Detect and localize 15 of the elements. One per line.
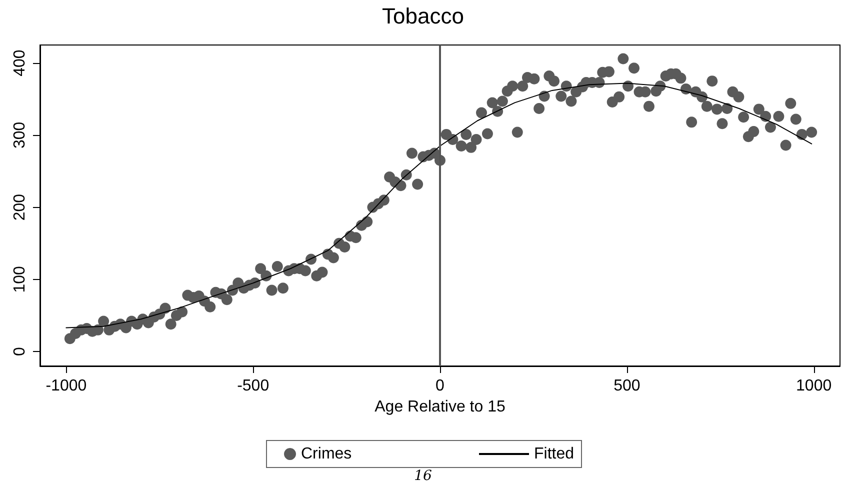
text: 16 bbox=[414, 468, 432, 484]
legend-label: Fitted bbox=[534, 446, 574, 462]
legend-label: Crimes bbox=[301, 446, 352, 462]
x-tick-label: 500 bbox=[614, 378, 640, 394]
y-tick-label: 300 bbox=[12, 122, 28, 149]
y-tick-label: 200 bbox=[12, 194, 28, 221]
x-tick-label: -1000 bbox=[46, 378, 87, 394]
x-axis-title: Age Relative to 15 bbox=[374, 398, 506, 416]
y-tick-label: 100 bbox=[12, 266, 28, 293]
x-tick-label: 1000 bbox=[796, 378, 832, 394]
chart-title: Tobacco bbox=[382, 4, 464, 28]
x-tick-label: -500 bbox=[237, 378, 270, 394]
x-tick-label: 0 bbox=[436, 378, 445, 394]
y-tick-label: 400 bbox=[12, 50, 28, 76]
y-tick-label: 0 bbox=[12, 347, 28, 356]
